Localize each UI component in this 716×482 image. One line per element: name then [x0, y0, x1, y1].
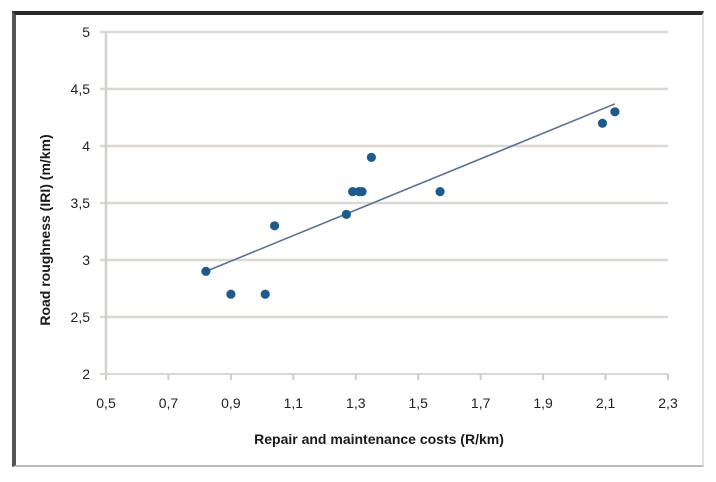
y-axis-label: Road roughness (IRI) (m/km) — [37, 134, 53, 325]
data-point — [260, 289, 270, 299]
data-point — [226, 289, 236, 299]
x-tick-label: 0,7 — [159, 395, 179, 411]
x-tick-label: 1,5 — [408, 395, 428, 411]
data-point — [270, 221, 280, 231]
data-point — [366, 152, 376, 162]
data-point — [357, 187, 367, 197]
gridlines — [100, 30, 668, 319]
y-tick-labels: 2 2,5 3 3,5 4 4,5 5 — [71, 24, 91, 382]
x-tick-label: 2,3 — [658, 395, 678, 411]
y-tick-label: 3 — [82, 252, 90, 268]
y-tick-label: 4 — [82, 138, 90, 154]
trendline — [205, 103, 616, 273]
x-tick-label: 1,7 — [471, 395, 491, 411]
x-axis-label: Repair and maintenance costs (R/km) — [254, 431, 504, 447]
y-tick-label: 5 — [82, 24, 90, 40]
y-tick-label: 4,5 — [71, 81, 91, 97]
x-tick-label: 2,1 — [596, 395, 616, 411]
data-point — [597, 118, 608, 128]
x-tick-label: 1,9 — [533, 395, 553, 411]
data-points — [201, 107, 620, 299]
data-point — [435, 187, 445, 197]
y-tick-label: 2 — [82, 366, 90, 382]
y-tick-label: 2,5 — [71, 309, 91, 325]
data-point — [201, 266, 211, 276]
x-tick-label: 1,3 — [346, 395, 366, 411]
data-point — [341, 209, 352, 219]
data-point — [610, 107, 620, 117]
x-tick-labels: 0,5 0,7 0,9 1,1 1,3 1,5 1,7 1,9 2,1 2,3 — [96, 395, 678, 411]
axes — [100, 32, 669, 380]
trendline-group — [205, 103, 616, 273]
x-tick-label: 1,1 — [284, 395, 304, 411]
x-tick-label: 0,9 — [221, 395, 241, 411]
y-tick-label: 3,5 — [71, 195, 91, 211]
chart-frame — [12, 11, 704, 467]
x-tick-label: 0,5 — [96, 395, 116, 411]
